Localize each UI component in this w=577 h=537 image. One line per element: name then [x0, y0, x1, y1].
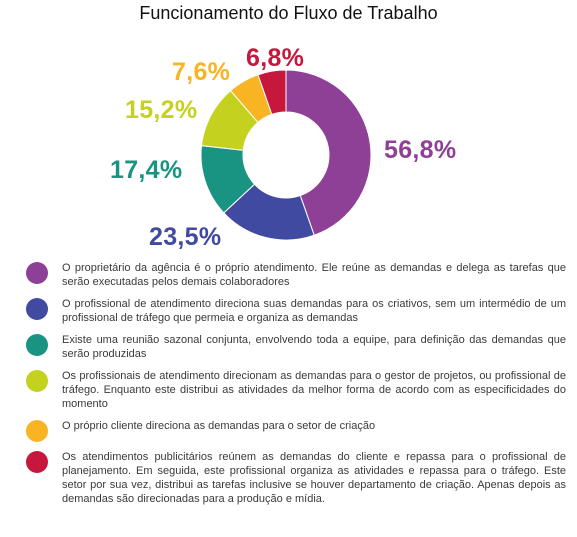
chart-title: Funcionamento do Fluxo de Trabalho: [139, 3, 438, 23]
legend-item-4: Os profissionais de atendimento direcion…: [26, 369, 566, 411]
legend-swatch-icon: [26, 262, 48, 284]
legend-swatch-icon: [26, 370, 48, 392]
legend-label: O próprio cliente direciona as demandas …: [62, 420, 376, 432]
legend: O proprietário da agência é o próprio at…: [26, 261, 566, 514]
legend-item-6: Os atendimentos publicitários reúnem as …: [26, 450, 566, 506]
legend-item-3: Existe uma reunião sazonal conjunta, env…: [26, 333, 566, 361]
legend-item-5: O próprio cliente direciona as demandas …: [26, 419, 566, 442]
donut-slice-6: [257, 69, 287, 116]
slice-label-4: 15,2%: [125, 96, 197, 124]
slice-label-6: 6,8%: [246, 44, 304, 72]
legend-label: Existe uma reunião sazonal conjunta, env…: [62, 334, 566, 360]
legend-label: Os atendimentos publicitários reúnem as …: [62, 451, 566, 505]
donut-chart: 56,8% 23,5% 17,4% 15,2% 7,6% 6,8%: [110, 44, 456, 251]
slice-label-5: 7,6%: [172, 58, 230, 86]
legend-item-1: O proprietário da agência é o próprio at…: [26, 261, 566, 289]
donut-slice-1: [285, 69, 372, 236]
legend-label: O proprietário da agência é o próprio at…: [62, 262, 566, 288]
legend-swatch-icon: [26, 451, 48, 473]
legend-label: O profissional de atendimento direciona …: [62, 298, 566, 324]
legend-label: Os profissionais de atendimento direcion…: [62, 370, 566, 410]
legend-swatch-icon: [26, 334, 48, 356]
legend-swatch-icon: [26, 420, 48, 442]
legend-swatch-icon: [26, 298, 48, 320]
slice-label-2: 23,5%: [149, 223, 221, 251]
legend-item-2: O profissional de atendimento direciona …: [26, 297, 566, 325]
slice-label-1: 56,8%: [384, 136, 456, 164]
slice-label-3: 17,4%: [110, 156, 182, 184]
